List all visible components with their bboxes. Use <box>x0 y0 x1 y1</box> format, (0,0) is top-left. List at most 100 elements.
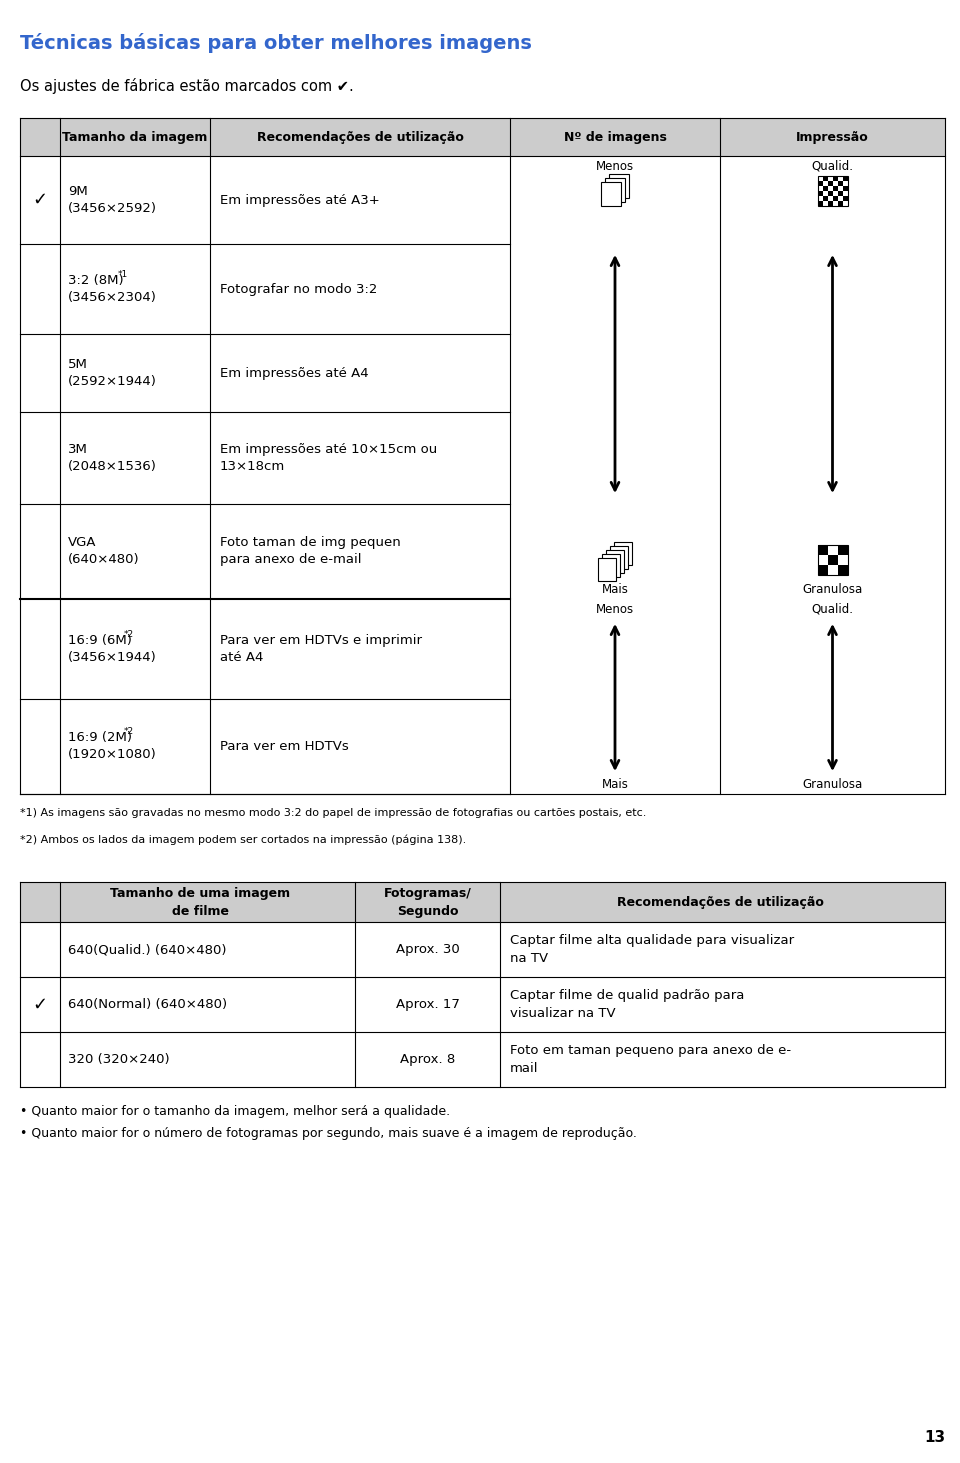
Text: 16:9 (2M): 16:9 (2M) <box>68 732 132 745</box>
Text: ✓: ✓ <box>33 995 48 1014</box>
Text: Para ver em HDTVs: Para ver em HDTVs <box>220 740 348 753</box>
Bar <box>20 882 945 922</box>
Bar <box>602 554 620 576</box>
Bar <box>823 196 828 200</box>
Text: (1920×1080): (1920×1080) <box>68 748 156 761</box>
Text: • Quanto maior for o número de fotogramas por segundo, mais suave é a imagem de : • Quanto maior for o número de fotograma… <box>20 1127 636 1140</box>
Text: Granulosa: Granulosa <box>803 582 863 595</box>
Bar <box>598 557 616 581</box>
Bar <box>20 119 945 157</box>
Text: (3456×1944): (3456×1944) <box>68 651 156 664</box>
Text: Recomendações de utilização: Recomendações de utilização <box>616 895 824 909</box>
Text: *2: *2 <box>124 727 134 736</box>
Text: 640(Qualid.) (640×480): 640(Qualid.) (640×480) <box>68 944 227 955</box>
Text: Técnicas básicas para obter melhores imagens: Técnicas básicas para obter melhores ima… <box>20 34 532 53</box>
Bar <box>818 565 828 575</box>
Text: 3M: 3M <box>68 442 88 455</box>
Text: Impressão: Impressão <box>796 130 869 143</box>
Bar <box>832 176 837 181</box>
Text: Menos: Menos <box>596 159 634 173</box>
Text: (2592×1944): (2592×1944) <box>68 375 156 388</box>
Bar <box>843 176 848 181</box>
Text: Fotogramas/: Fotogramas/ <box>384 887 472 900</box>
Bar <box>828 554 837 565</box>
Text: Qualid.: Qualid. <box>811 159 853 173</box>
Text: Foto taman de img pequen: Foto taman de img pequen <box>220 535 400 549</box>
Bar <box>828 181 832 186</box>
Text: Aprox. 30: Aprox. 30 <box>396 944 460 955</box>
Bar <box>843 196 848 200</box>
Text: (3456×2592): (3456×2592) <box>68 202 157 215</box>
Bar <box>837 192 843 196</box>
Text: na TV: na TV <box>510 952 548 966</box>
Text: (3456×2304): (3456×2304) <box>68 291 156 303</box>
Text: Qualid.: Qualid. <box>811 603 853 616</box>
Bar <box>818 544 848 575</box>
Text: de filme: de filme <box>172 904 228 917</box>
Text: VGA: VGA <box>68 535 97 549</box>
Text: 5M: 5M <box>68 357 88 370</box>
Text: Em impressões até A4: Em impressões até A4 <box>220 367 369 379</box>
Text: 640(Normal) (640×480): 640(Normal) (640×480) <box>68 998 228 1011</box>
Bar <box>818 200 823 206</box>
Text: 9M: 9M <box>68 184 87 198</box>
Text: Captar filme de qualid padrão para: Captar filme de qualid padrão para <box>510 989 744 1002</box>
Bar <box>605 177 625 202</box>
Bar <box>610 174 629 199</box>
Text: mail: mail <box>510 1062 539 1075</box>
Text: *1: *1 <box>117 269 128 278</box>
Text: *2) Ambos os lados da imagem podem ser cortados na impressão (página 138).: *2) Ambos os lados da imagem podem ser c… <box>20 834 467 844</box>
Bar <box>610 546 628 569</box>
Bar <box>818 181 823 186</box>
Bar <box>837 200 843 206</box>
Text: para anexo de e-mail: para anexo de e-mail <box>220 553 362 566</box>
Bar <box>818 192 823 196</box>
Bar <box>828 200 832 206</box>
Bar <box>613 541 632 565</box>
Bar <box>828 192 832 196</box>
Text: Fotografar no modo 3:2: Fotografar no modo 3:2 <box>220 282 377 296</box>
Text: 3:2 (8M): 3:2 (8M) <box>68 274 124 287</box>
Bar <box>823 186 828 192</box>
Text: Foto em taman pequeno para anexo de e-: Foto em taman pequeno para anexo de e- <box>510 1045 791 1056</box>
Text: (2048×1536): (2048×1536) <box>68 459 156 473</box>
Text: 13×18cm: 13×18cm <box>220 459 285 473</box>
Text: Aprox. 8: Aprox. 8 <box>400 1053 455 1067</box>
Text: Mais: Mais <box>602 582 629 595</box>
Bar <box>818 176 848 206</box>
Text: Granulosa: Granulosa <box>803 777 863 790</box>
Text: Mais: Mais <box>602 777 629 790</box>
Text: Segundo: Segundo <box>397 904 459 917</box>
Text: *1) As imagens são gravadas no mesmo modo 3:2 do papel de impressão de fotografi: *1) As imagens são gravadas no mesmo mod… <box>20 808 646 818</box>
Text: 320 (320×240): 320 (320×240) <box>68 1053 170 1067</box>
Bar <box>823 176 828 181</box>
Text: 13: 13 <box>924 1429 945 1445</box>
Bar <box>837 565 848 575</box>
Text: Em impressões até 10×15cm ou: Em impressões até 10×15cm ou <box>220 442 437 455</box>
Text: visualizar na TV: visualizar na TV <box>510 1007 615 1020</box>
Bar <box>832 196 837 200</box>
Text: Para ver em HDTVs e imprimir: Para ver em HDTVs e imprimir <box>220 633 422 647</box>
Text: Tamanho de uma imagem: Tamanho de uma imagem <box>110 887 290 900</box>
Text: *2: *2 <box>124 629 134 638</box>
Text: Recomendações de utilização: Recomendações de utilização <box>256 130 464 143</box>
Bar <box>837 544 848 554</box>
Bar <box>601 181 621 206</box>
Bar <box>818 544 828 554</box>
Bar <box>837 181 843 186</box>
Bar <box>832 186 837 192</box>
Text: Menos: Menos <box>596 603 634 616</box>
Text: (640×480): (640×480) <box>68 553 139 566</box>
Text: ✓: ✓ <box>33 192 48 209</box>
Text: Aprox. 17: Aprox. 17 <box>396 998 460 1011</box>
Text: Tamanho da imagem: Tamanho da imagem <box>62 130 207 143</box>
Text: 16:9 (6M): 16:9 (6M) <box>68 633 132 647</box>
Text: Captar filme alta qualidade para visualizar: Captar filme alta qualidade para visuali… <box>510 933 794 947</box>
Bar <box>606 550 624 573</box>
Text: até A4: até A4 <box>220 651 263 664</box>
Bar <box>843 186 848 192</box>
Text: Em impressões até A3+: Em impressões até A3+ <box>220 193 380 206</box>
Text: • Quanto maior for o tamanho da imagem, melhor será a qualidade.: • Quanto maior for o tamanho da imagem, … <box>20 1105 450 1118</box>
Text: Nº de imagens: Nº de imagens <box>564 130 666 143</box>
Text: Os ajustes de fábrica estão marcados com ✔.: Os ajustes de fábrica estão marcados com… <box>20 78 353 94</box>
